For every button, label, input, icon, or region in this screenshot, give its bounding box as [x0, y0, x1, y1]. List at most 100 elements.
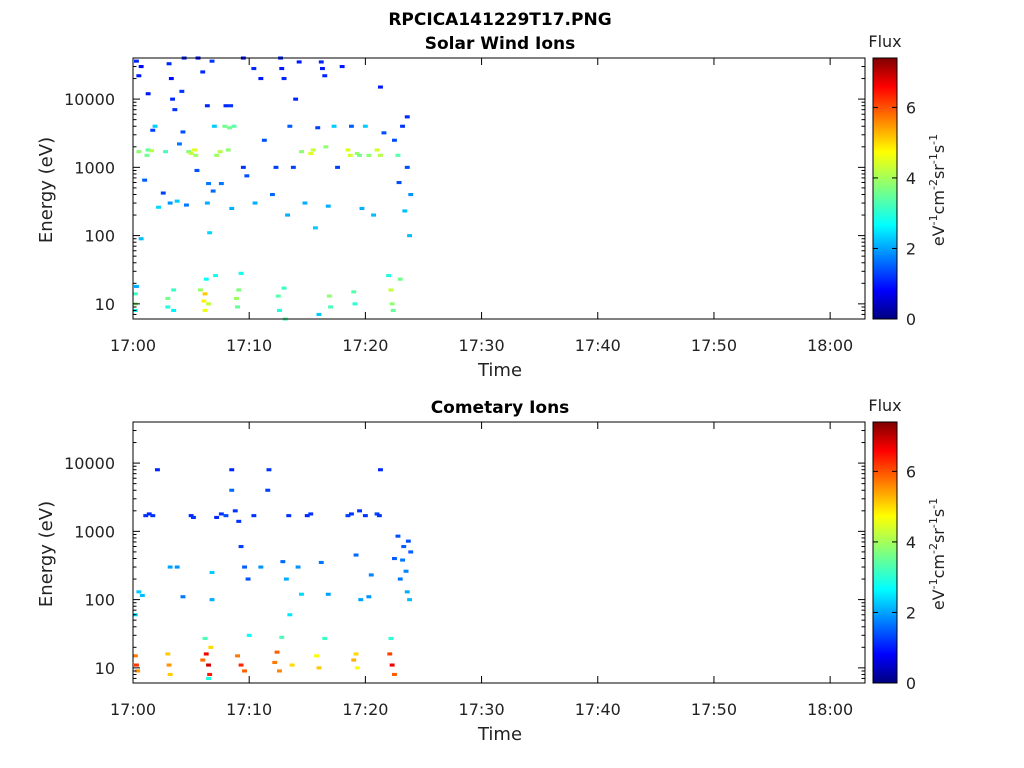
heatmap-cell [392, 557, 397, 561]
heatmap-cell [235, 654, 240, 658]
x-axis-label: Time [477, 360, 522, 381]
heatmap-cell [200, 70, 206, 74]
heatmap-cell [318, 60, 324, 64]
heatmap-cell [323, 145, 329, 149]
heatmap-cell [136, 590, 142, 594]
heatmap-cell [177, 142, 182, 146]
heatmap-cell [231, 124, 237, 128]
heatmap-cell [134, 663, 139, 667]
heatmap-cell [279, 67, 285, 71]
heatmap-cell [150, 514, 156, 518]
heatmap-cell [191, 515, 196, 519]
heatmap-cell [404, 165, 410, 169]
heatmap-cell [145, 148, 151, 152]
heatmap-cell [184, 203, 189, 207]
heatmap-cell [209, 598, 215, 602]
heatmap-cell [202, 292, 208, 296]
heatmap-cell [395, 153, 401, 157]
y-tick-label: 10000 [64, 454, 115, 473]
heatmap-cell [308, 151, 314, 155]
heatmap-cell [261, 138, 267, 142]
heatmap-cell [339, 65, 345, 69]
heatmap-cell [328, 305, 333, 309]
heatmap-cell [299, 592, 304, 596]
heatmap-cell [149, 149, 155, 153]
heatmap-cell [214, 515, 220, 519]
y-axis-label: Energy (eV) [36, 137, 57, 243]
heatmap-cell [345, 514, 351, 518]
heatmap-cell [304, 514, 310, 518]
heatmap-cell [359, 206, 365, 210]
x-tick-label: 17:20 [342, 700, 388, 719]
heatmap-cell [163, 150, 168, 154]
plot-frame [132, 421, 866, 684]
heatmap-cell [405, 539, 411, 543]
heatmap-cell [208, 645, 214, 649]
heatmap-cell [238, 663, 244, 667]
heatmap-cells [132, 56, 414, 321]
heatmap-cell [302, 201, 308, 205]
heatmap-cell [138, 65, 144, 69]
heatmap-cell [204, 201, 210, 205]
heatmap-cell [188, 151, 194, 155]
colorbar: 0 2 4 6 Flux eV-1cm-2sr-1s-1 [868, 32, 948, 329]
x-tick-label: 17:20 [342, 336, 388, 355]
heatmap-cell [403, 569, 409, 573]
heatmap-cell [217, 150, 223, 154]
y-axis: 10 100 1000 10000 [64, 57, 865, 320]
heatmap-cell [353, 652, 359, 656]
panel-title: Cometary Ions [431, 398, 570, 418]
heatmap-cell [368, 573, 374, 577]
colorbar-label: eV-1cm-2sr-1s-1 [927, 134, 948, 246]
heatmap-cell [322, 74, 328, 78]
colorbar-title: Flux [868, 32, 901, 51]
y-axis: 10 100 1000 10000 [64, 421, 865, 684]
heatmap-cell [174, 199, 180, 203]
heatmap-cell [165, 652, 171, 656]
heatmap-cell [313, 226, 318, 230]
heatmap-cell [295, 565, 301, 569]
heatmap-cell [349, 124, 354, 128]
heatmap-cell [316, 312, 322, 316]
heatmap-cell [142, 178, 148, 182]
heatmap-cell [192, 148, 197, 152]
x-tick-label: 17:00 [110, 700, 156, 719]
heatmap-cell [227, 126, 232, 130]
heatmap-cell [223, 104, 229, 108]
heatmap-cell [222, 124, 228, 128]
heatmap-cell [145, 92, 151, 96]
heatmap-cell [357, 153, 362, 157]
heatmap-cell [388, 636, 394, 640]
heatmap-cell [407, 598, 412, 602]
heatmap-cell [326, 294, 332, 298]
heatmap-cell [218, 512, 224, 516]
heatmap-cell [223, 514, 229, 518]
heatmap-cell [152, 124, 158, 128]
heatmap-cell [204, 104, 210, 108]
heatmap-cell [366, 153, 372, 157]
heatmap-cell [362, 124, 368, 128]
heatmap-cell [167, 201, 173, 205]
heatmap-cell [206, 663, 211, 667]
heatmap-cell [206, 676, 211, 680]
heatmap-cell [287, 124, 293, 128]
heatmap-cell [270, 193, 275, 197]
heatmap-cell [408, 193, 414, 197]
heatmap-cell [366, 595, 372, 599]
heatmap-cell [316, 666, 322, 670]
x-tick-label: 17:40 [575, 700, 621, 719]
heatmap-cell [134, 284, 139, 288]
colorbar: 0 2 4 6 Flux eV-1cm-2sr-1s-1 [868, 396, 948, 693]
heatmap-cell [273, 165, 279, 169]
heatmap-cell [400, 124, 405, 128]
heatmap-cell [193, 153, 199, 157]
heatmap-cell [320, 67, 325, 71]
heatmap-cell [353, 553, 359, 557]
x-tick-label: 18:00 [807, 336, 853, 355]
heatmap-cell [213, 274, 218, 278]
heatmap-cell [156, 205, 161, 209]
colorbar-tick-label: 0 [906, 310, 916, 329]
heatmap-cell [281, 286, 287, 290]
heatmap-cell [388, 288, 394, 292]
